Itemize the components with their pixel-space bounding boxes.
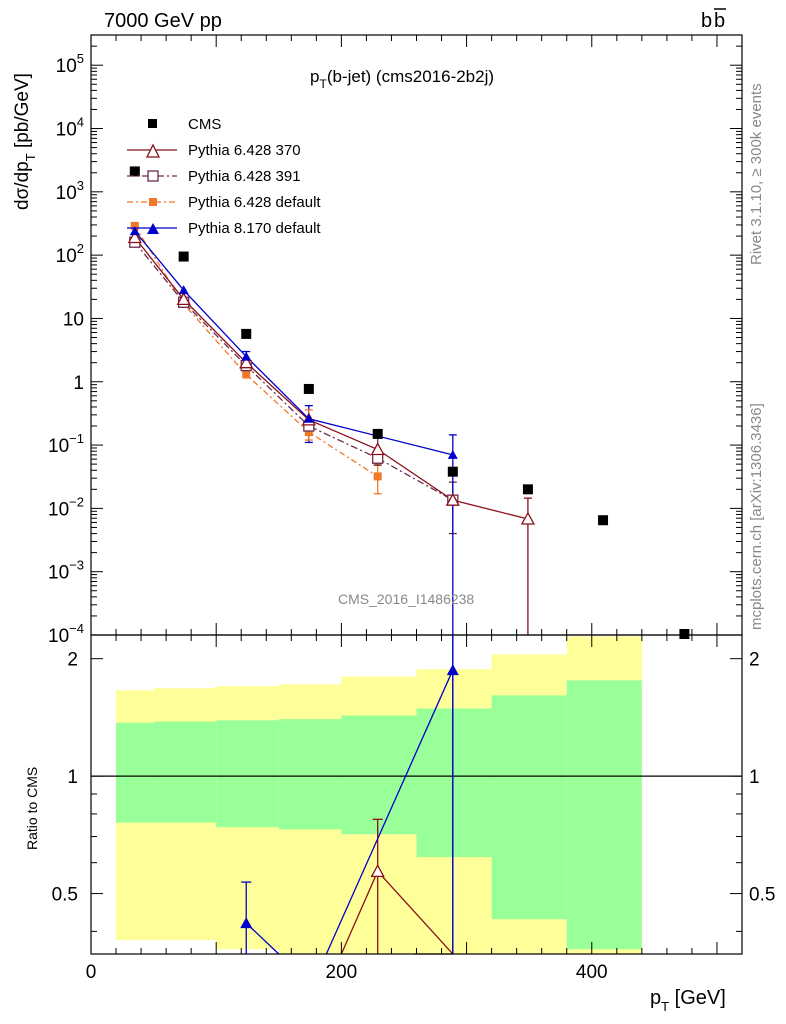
ratio-point-p370 — [370, 864, 385, 878]
legend-label-cms: CMS — [188, 116, 221, 133]
legend-marker-p370 — [145, 143, 161, 158]
band-green-bin — [153, 721, 217, 823]
point-p8def — [241, 351, 252, 361]
series-line-p6def — [134, 225, 379, 477]
legend-entry-p8def: Pythia 8.170 default — [127, 220, 321, 237]
legend-marker-p8def — [147, 223, 159, 234]
y-tick-label: 104 — [56, 115, 84, 141]
x-axis-label: pT [GeV] — [650, 987, 726, 1014]
legend-entry-p370: Pythia 6.428 370 — [127, 142, 301, 159]
y-tick-label: 105 — [56, 51, 84, 77]
ratio-point-p8def — [240, 917, 253, 929]
legend: CMS Pythia 6.428 370 Pythia 6.428 391 Py… — [127, 116, 321, 237]
point-p8def — [129, 226, 140, 236]
ratio-y-tick-label-right: 0.5 — [749, 885, 775, 906]
ratio-y-tick-label-right: 1 — [749, 767, 760, 788]
x-tick-label: 0 — [86, 962, 97, 983]
point-cms — [522, 484, 533, 495]
band-green-bin — [416, 708, 492, 858]
point-cms — [129, 166, 140, 177]
point-p8def — [447, 449, 458, 459]
series-line-p8def — [134, 230, 453, 456]
point-p8def — [303, 413, 314, 423]
ratio-y-tick-label: 1 — [67, 767, 78, 788]
y-tick-label: 10−1 — [48, 431, 84, 457]
y-tick-label: 10−2 — [48, 494, 84, 520]
legend-entry-p6def: Pythia 6.428 default — [127, 194, 321, 211]
ratio-line-p8def-a — [245, 922, 280, 955]
band-green-bin — [116, 722, 154, 823]
band-green-bin — [216, 720, 279, 828]
point-cms — [178, 251, 189, 262]
legend-marker-p391 — [147, 170, 159, 182]
point-p370 — [370, 442, 385, 456]
side-label-rivet: Rivet 3.1.10, ≥ 300k events — [748, 83, 765, 265]
legend-marker-p6def — [149, 198, 157, 206]
point-cms — [372, 428, 383, 439]
y-tick-label: 10 — [63, 309, 84, 330]
point-p370 — [127, 230, 142, 244]
main-panel — [127, 166, 690, 639]
point-p8def — [178, 285, 189, 295]
legend-marker-cms — [148, 119, 157, 128]
main-y-axis-label: dσ/dpT [pb/GeV] — [12, 73, 38, 210]
x-tick-label: 400 — [576, 962, 608, 983]
y-tick-label: 102 — [56, 241, 84, 267]
y-tick-label: 10−3 — [48, 558, 84, 584]
point-cms — [598, 515, 609, 526]
header-right-bar: b — [714, 10, 725, 32]
point-p370 — [520, 511, 536, 525]
point-p6def — [242, 370, 251, 379]
series-line-p370 — [134, 237, 529, 520]
header-right-base: b — [701, 10, 712, 32]
legend-label-p391: Pythia 6.428 391 — [188, 168, 301, 185]
ratio-y-axis-label: Ratio to CMS — [24, 767, 40, 850]
y-tick-label: 10−4 — [48, 621, 84, 647]
header-left: 7000 GeV pp — [104, 10, 222, 32]
point-cms — [303, 383, 314, 394]
side-label-mcplots: mcplots.cern.ch [arXiv:1306.3436] — [748, 403, 765, 630]
watermark: CMS_2016_I1486238 — [338, 591, 474, 607]
point-p6def — [130, 221, 139, 230]
point-cms — [679, 629, 690, 639]
legend-label-p370: Pythia 6.428 370 — [188, 142, 301, 159]
point-p6def — [304, 428, 313, 437]
point-cms — [447, 466, 458, 477]
legend-label-p8def: Pythia 8.170 default — [188, 220, 321, 237]
point-p370 — [239, 355, 254, 369]
plot-title: pT(b-jet) (cms2016-2b2j) — [310, 67, 494, 91]
point-p6def — [373, 472, 382, 481]
ratio-y-tick-label-right: 2 — [749, 650, 760, 671]
band-green-bin — [341, 715, 417, 835]
legend-entry-p391: Pythia 6.428 391 — [127, 168, 301, 185]
y-tick-label: 1 — [73, 373, 84, 394]
series-line-p391 — [134, 241, 454, 501]
legend-entry-cms: CMS — [148, 116, 221, 133]
x-tick-label: 200 — [326, 962, 358, 983]
header-right: b b — [701, 8, 726, 32]
ratio-y-tick-label: 2 — [67, 650, 78, 671]
ratio-line-p8def-b — [325, 669, 454, 955]
point-p370 — [176, 292, 191, 306]
ratio-y-tick-label: 0.5 — [52, 885, 78, 906]
ratio-panel — [91, 635, 742, 955]
point-p370 — [445, 492, 460, 506]
y-tick-label: 103 — [56, 178, 84, 204]
band-green-bin — [491, 695, 567, 920]
legend-label-p6def: Pythia 6.428 default — [188, 194, 321, 211]
band-green-bin — [566, 680, 642, 950]
band-green-bin — [278, 719, 342, 830]
point-cms — [241, 328, 252, 339]
